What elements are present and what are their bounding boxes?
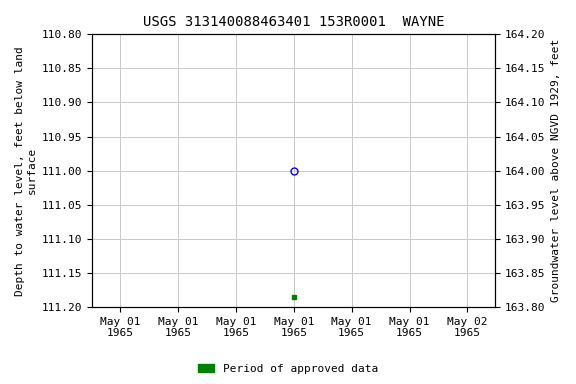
Y-axis label: Groundwater level above NGVD 1929, feet: Groundwater level above NGVD 1929, feet <box>551 39 561 302</box>
Title: USGS 313140088463401 153R0001  WAYNE: USGS 313140088463401 153R0001 WAYNE <box>143 15 445 29</box>
Legend: Period of approved data: Period of approved data <box>193 359 383 379</box>
Y-axis label: Depth to water level, feet below land
surface: Depth to water level, feet below land su… <box>15 46 37 296</box>
